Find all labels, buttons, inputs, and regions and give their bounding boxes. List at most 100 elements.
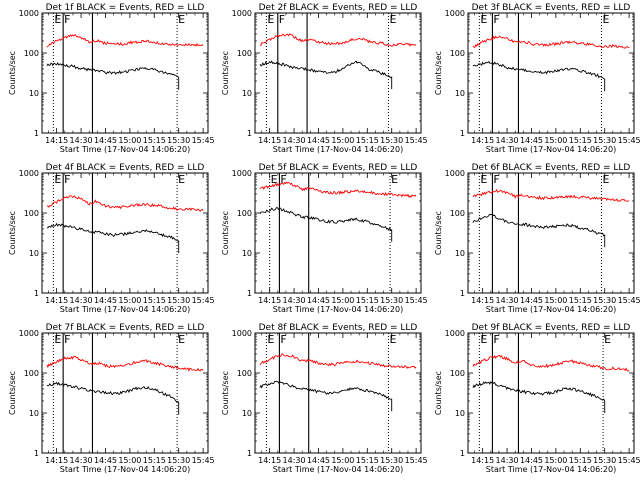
series-lld-line (46, 34, 204, 48)
y-tick-label: 1 (460, 129, 465, 138)
marker-label: E (389, 333, 396, 346)
panel-6: Det 6f BLACK = Events, RED = LLD 1 10 100 10… (434, 163, 640, 314)
x-tick-label: 15:30 (380, 136, 403, 145)
x-tick-label: 14:45 (94, 456, 117, 465)
panel-7: Det 7f BLACK = Events, RED = LLD 1 10 100 10… (8, 323, 215, 474)
marker-label: F (280, 173, 286, 186)
x-axis-label: Start Time (17-Nov-04 14:06:20) (273, 145, 403, 154)
x-tick-label: 15:15 (143, 456, 166, 465)
y-tick-label: 1000 (232, 9, 252, 18)
plot-frame (467, 332, 635, 454)
y-tick-label: 100 (450, 369, 465, 378)
x-tick-label: 15:00 (331, 136, 354, 145)
y-tick-label: 1000 (445, 169, 465, 178)
series-events-line (472, 380, 606, 413)
y-axis-label: Counts/sec (8, 371, 17, 415)
marker-label: E (178, 13, 185, 26)
marker-label: E (267, 13, 274, 26)
marker-label: E (178, 173, 185, 186)
x-tick-label: 14:45 (94, 136, 117, 145)
x-tick-label: 15:30 (167, 136, 190, 145)
marker-label: E (54, 173, 61, 186)
marker-label: F (493, 13, 499, 26)
x-tick-label: 15:45 (192, 456, 215, 465)
x-tick-label: 14:30 (283, 456, 306, 465)
x-tick-label: 14:15 (258, 456, 281, 465)
x-tick-label: 15:15 (143, 296, 166, 305)
y-tick-label: 10 (242, 249, 252, 258)
y-axis-label: Counts/sec (8, 51, 17, 95)
y-tick-label: 10 (455, 409, 465, 418)
x-tick-label: 14:45 (520, 136, 543, 145)
y-tick-label: 1 (247, 289, 252, 298)
x-axis-label: Start Time (17-Nov-04 14:06:20) (486, 145, 616, 154)
x-tick-label: 14:30 (70, 136, 93, 145)
x-tick-label: 15:00 (118, 136, 141, 145)
marker-label: E (391, 173, 398, 186)
panel-9: Det 9f BLACK = Events, RED = LLD 1 10 100 10… (434, 323, 640, 474)
y-tick-label: 1000 (232, 169, 252, 178)
x-tick-label: 15:45 (618, 456, 640, 465)
y-axis-label: Counts/sec (221, 371, 230, 415)
y-tick-label: 100 (450, 209, 465, 218)
plot-frame (41, 12, 209, 134)
series-lld-line (46, 195, 204, 212)
marker-label: F (493, 173, 499, 186)
y-tick-label: 10 (455, 249, 465, 258)
x-tick-label: 15:00 (331, 296, 354, 305)
marker-label: E (267, 333, 274, 346)
series-events-line (259, 380, 393, 412)
x-tick-label: 15:15 (356, 136, 379, 145)
plot-frame (254, 332, 422, 454)
y-tick-label: 1 (247, 449, 252, 458)
series-events-line (259, 60, 393, 90)
x-tick-label: 14:15 (258, 136, 281, 145)
x-tick-label: 15:45 (405, 456, 428, 465)
marker-label: F (64, 13, 70, 26)
x-tick-label: 15:45 (405, 136, 428, 145)
x-tick-label: 14:15 (45, 136, 68, 145)
x-axis-label: Start Time (17-Nov-04 14:06:20) (60, 145, 190, 154)
y-tick-label: 100 (24, 49, 39, 58)
panel-3: Det 3f BLACK = Events, RED = LLD 1 10 100 10… (434, 3, 640, 154)
x-axis-label: Start Time (17-Nov-04 14:06:20) (60, 305, 190, 314)
x-tick-label: 15:30 (167, 296, 190, 305)
y-tick-label: 1 (34, 129, 39, 138)
y-tick-label: 1000 (445, 9, 465, 18)
panel-1: Det 1f BLACK = Events, RED = LLD 1 10 100 10… (8, 3, 215, 154)
x-tick-label: 15:15 (569, 296, 592, 305)
marker-label: E (602, 13, 609, 26)
plot-frame (41, 172, 209, 294)
series-events-line (46, 222, 180, 253)
marker-label: E (271, 173, 278, 186)
x-tick-label: 15:30 (380, 456, 403, 465)
x-tick-label: 14:45 (520, 456, 543, 465)
x-tick-label: 14:15 (45, 456, 68, 465)
y-tick-label: 100 (237, 209, 252, 218)
x-tick-label: 15:45 (405, 296, 428, 305)
y-tick-label: 100 (24, 209, 39, 218)
panel-title: Det 4f BLACK = Events, RED = LLD (46, 163, 205, 173)
marker-label: E (480, 333, 487, 346)
x-tick-label: 14:30 (70, 296, 93, 305)
y-tick-label: 1 (460, 449, 465, 458)
y-tick-label: 1000 (19, 329, 39, 338)
x-tick-label: 14:30 (496, 136, 519, 145)
x-tick-label: 15:15 (143, 136, 166, 145)
x-tick-label: 14:45 (307, 456, 330, 465)
y-tick-label: 10 (242, 409, 252, 418)
series-lld-line (472, 35, 630, 49)
panel-title: Det 6f BLACK = Events, RED = LLD (472, 163, 631, 173)
panel-5: Det 5f BLACK = Events, RED = LLD 1 10 100 10… (221, 163, 428, 314)
panel-title: Det 5f BLACK = Events, RED = LLD (259, 163, 418, 173)
series-lld-line (472, 354, 630, 372)
x-tick-label: 14:15 (471, 456, 494, 465)
y-tick-label: 1 (460, 289, 465, 298)
y-tick-label: 10 (29, 249, 39, 258)
plot-frame (467, 172, 635, 294)
marker-label: E (389, 13, 396, 26)
panel-8: Det 8f BLACK = Events, RED = LLD 1 10 100 10… (221, 323, 428, 474)
marker-label: E (54, 13, 61, 26)
x-axis-label: Start Time (17-Nov-04 14:06:20) (486, 465, 616, 474)
